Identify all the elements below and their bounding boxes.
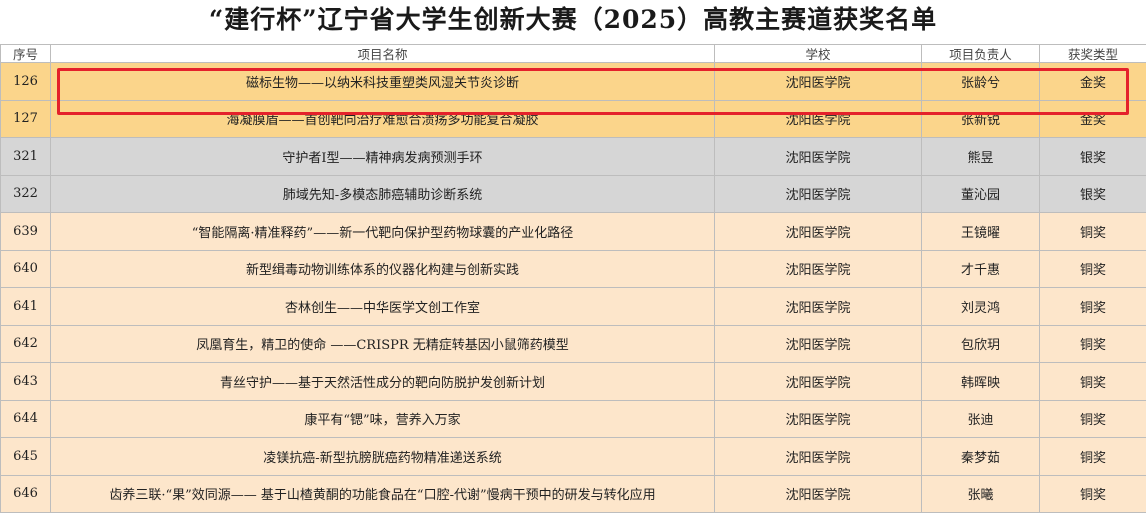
cell-school: 沈阳医学院 [715,475,922,513]
cell-award-type: 铜奖 [1040,213,1146,251]
cell-no: 643 [1,363,51,401]
cell-project-name: 守护者I型——精神病发病预测手环 [51,138,715,176]
cell-school: 沈阳医学院 [715,363,922,401]
cell-school: 沈阳医学院 [715,288,922,326]
cell-no: 321 [1,138,51,176]
cell-award-type: 铜奖 [1040,438,1146,476]
cell-leader: 才千惠 [922,250,1040,288]
cell-award-type: 金奖 [1040,63,1146,101]
cell-no: 640 [1,250,51,288]
header-no: 序号 [1,45,51,63]
page-title: “建行杯”辽宁省大学生创新大赛（2025）高教主赛道获奖名单 [0,0,1146,44]
cell-project-name: 齿养三联·“果”效同源—— 基于山楂黄酮的功能食品在“口腔-代谢”慢病干预中的研… [51,475,715,513]
cell-school: 沈阳医学院 [715,63,922,101]
cell-school: 沈阳医学院 [715,175,922,213]
cell-project-name: 凌镁抗癌-新型抗膀胱癌药物精准递送系统 [51,438,715,476]
cell-project-name: 康平有“锶”味，营养入万家 [51,400,715,438]
cell-school: 沈阳医学院 [715,438,922,476]
cell-school: 沈阳医学院 [715,400,922,438]
cell-award-type: 铜奖 [1040,288,1146,326]
cell-school: 沈阳医学院 [715,100,922,138]
cell-school: 沈阳医学院 [715,325,922,363]
cell-no: 646 [1,475,51,513]
cell-leader: 董沁园 [922,175,1040,213]
cell-project-name: 凤凰育生，精卫的使命 ——CRISPR 无精症转基因小鼠筛药模型 [51,325,715,363]
cell-award-type: 铜奖 [1040,475,1146,513]
cell-project-name: 磁标生物——以纳米科技重塑类风湿关节炎诊断 [51,63,715,101]
cell-award-type: 铜奖 [1040,325,1146,363]
cell-project-name: 青丝守护——基于天然活性成分的靶向防脱护发创新计划 [51,363,715,401]
cell-no: 126 [1,63,51,101]
cell-award-type: 金奖 [1040,100,1146,138]
cell-project-name: 新型缉毒动物训练体系的仪器化构建与创新实践 [51,250,715,288]
cell-no: 322 [1,175,51,213]
cell-project-name: “智能隔离·精准释药”——新一代靶向保护型药物球囊的产业化路径 [51,213,715,251]
table-header-row: 序号 项目名称 学校 项目负责人 获奖类型 [1,45,1146,63]
cell-no: 642 [1,325,51,363]
cell-no: 641 [1,288,51,326]
cell-project-name: 海凝膜盾——首创靶向治疗难愈合溃疡多功能复合凝胶 [51,100,715,138]
cell-project-name: 肺域先知-多模态肺癌辅助诊断系统 [51,175,715,213]
cell-leader: 秦梦茹 [922,438,1040,476]
cell-award-type: 铜奖 [1040,363,1146,401]
cell-leader: 熊昱 [922,138,1040,176]
cell-school: 沈阳医学院 [715,250,922,288]
cell-leader: 张龄兮 [922,63,1040,101]
cell-school: 沈阳医学院 [715,138,922,176]
header-award-type: 获奖类型 [1040,45,1146,63]
cell-leader: 包欣玥 [922,325,1040,363]
cell-leader: 张新锐 [922,100,1040,138]
header-leader: 项目负责人 [922,45,1040,63]
cell-award-type: 银奖 [1040,175,1146,213]
cell-leader: 刘灵鸿 [922,288,1040,326]
cell-award-type: 铜奖 [1040,250,1146,288]
cell-no: 645 [1,438,51,476]
cell-no: 644 [1,400,51,438]
cell-leader: 张曦 [922,475,1040,513]
cell-no: 127 [1,100,51,138]
cell-award-type: 银奖 [1040,138,1146,176]
header-project-name: 项目名称 [51,45,715,63]
cell-school: 沈阳医学院 [715,213,922,251]
cell-leader: 张迪 [922,400,1040,438]
cell-project-name: 杏林创生——中华医学文创工作室 [51,288,715,326]
table-row: 639“智能隔离·精准释药”——新一代靶向保护型药物球囊的产业化路径沈阳医学院王… [1,213,1146,251]
header-school: 学校 [715,45,922,63]
cell-leader: 韩晖映 [922,363,1040,401]
cell-leader: 王镜曜 [922,213,1040,251]
cell-award-type: 铜奖 [1040,400,1146,438]
cell-no: 639 [1,213,51,251]
